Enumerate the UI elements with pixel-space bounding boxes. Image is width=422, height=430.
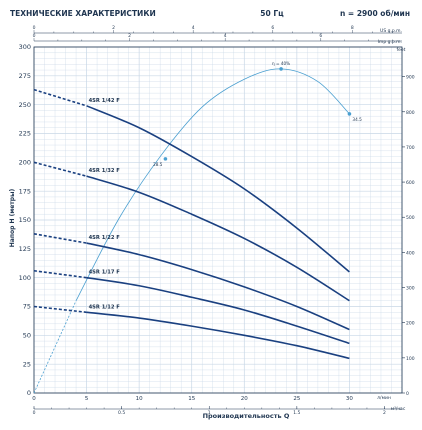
- x-axis-label: Производительность Q: [203, 412, 290, 420]
- y-tick-label: 50: [23, 332, 31, 340]
- x-tick-label: 0: [32, 396, 36, 402]
- y-tick-label: 225: [19, 130, 31, 138]
- top-tick-label-imp: 2: [128, 33, 131, 39]
- series-curve: [86, 105, 350, 273]
- y-tick-label: 25: [23, 360, 31, 368]
- x-tick-label-m3h: 0.5: [118, 410, 125, 416]
- series-curve-dashed: [33, 305, 87, 314]
- y-tick-label: 100: [19, 274, 31, 282]
- series-curve: [86, 311, 350, 360]
- x-tick-label-m3h: 1: [208, 410, 211, 416]
- x-tick-label: 30: [346, 396, 353, 402]
- efficiency-point-label: η = 40%: [272, 61, 290, 66]
- y-tick-label: 0: [27, 389, 31, 397]
- right-tick-label: 100: [406, 356, 415, 362]
- right-tick-label: 500: [406, 215, 415, 221]
- series-curve-dashed: [33, 88, 87, 107]
- chart-title: ТЕХНИЧЕСКИЕ ХАРАКТЕРИСТИКИ: [10, 9, 156, 18]
- series-curve: [86, 242, 350, 331]
- x-unit-m3h: м³/час: [391, 406, 406, 412]
- efficiency-curve: [75, 68, 350, 301]
- y-tick-label: 175: [19, 187, 31, 195]
- series-label: 4SR 1/32 F: [89, 168, 121, 174]
- speed-label: n = 2900 об/мин: [340, 9, 410, 18]
- y-tick-label: 150: [19, 216, 31, 224]
- top-tick-label-us: 8: [351, 25, 354, 31]
- top-tick-label-us: 2: [112, 25, 115, 31]
- right-axis-unit: feet: [397, 47, 406, 53]
- series-label: 4SR 1/12 F: [89, 304, 121, 310]
- efficiency-point: [279, 67, 283, 71]
- efficiency-curve-dashed: [33, 300, 77, 394]
- efficiency-curve-group: 28.5 η = 40% 34.5: [33, 61, 362, 394]
- efficiency-point-label: 28.5: [153, 162, 163, 167]
- series-label: 4SR 1/17 F: [89, 270, 121, 276]
- top-tick-label-us: 6: [271, 25, 274, 31]
- series-group: 4SR 1/42 F 4SR 1/32 F 4SR 1/22 F 4SR 1/17 F…: [33, 88, 350, 360]
- right-tick-label: 300: [406, 286, 415, 292]
- axes: 0255075100125150175200225250275300010020…: [19, 25, 415, 416]
- y-tick-label: 275: [19, 72, 31, 80]
- right-tick-label: 0: [406, 391, 409, 397]
- right-tick-label: 700: [406, 145, 415, 151]
- y-tick-label: 125: [19, 245, 31, 253]
- top-tick-label-imp: 0: [33, 33, 36, 39]
- x-tick-label: 25: [293, 396, 300, 402]
- right-tick-label: 800: [406, 110, 415, 116]
- y-tick-label: 250: [19, 101, 31, 109]
- y-tick-label: 75: [23, 303, 31, 311]
- x-tick-label: 10: [136, 396, 143, 402]
- series-label: 4SR 1/22 F: [89, 235, 121, 241]
- x-tick-label: 15: [188, 396, 195, 402]
- x-unit-lmin: л/мин: [377, 395, 391, 401]
- grid-lines: [33, 46, 403, 394]
- series-curve-dashed: [33, 161, 87, 177]
- x-tick-label-m3h: 0: [33, 410, 36, 416]
- series-curve-dashed: [33, 233, 87, 244]
- right-tick-label: 200: [406, 321, 415, 327]
- series-curve-dashed: [33, 269, 87, 279]
- top-tick-label-imp: 4: [224, 33, 227, 39]
- y-tick-label: 200: [19, 159, 31, 167]
- plot-frame: [33, 46, 403, 394]
- x-tick-label-m3h: 1.5: [293, 410, 300, 416]
- right-tick-label: 900: [406, 75, 415, 81]
- y-axis-label: Напор H (метры): [9, 189, 16, 248]
- top-tick-label-us: 4: [192, 25, 195, 31]
- series-curve: [86, 175, 350, 302]
- efficiency-point: [163, 157, 168, 161]
- right-tick-label: 600: [406, 180, 415, 186]
- frequency-label: 50 Гц: [260, 9, 284, 18]
- top-tick-label-us: 0: [33, 25, 36, 31]
- top-unit-imp: Imp g.p.m.: [378, 39, 402, 45]
- x-tick-label-m3h: 2: [383, 410, 386, 416]
- x-tick-label: 5: [85, 396, 89, 402]
- y-tick-label: 300: [19, 43, 31, 51]
- series-curve: [86, 276, 350, 345]
- series-label: 4SR 1/42 F: [89, 98, 121, 104]
- right-tick-label: 400: [406, 250, 415, 256]
- efficiency-point: [347, 112, 352, 116]
- efficiency-point-label: 34.5: [352, 117, 362, 122]
- top-unit-us: US g.p.m.: [380, 28, 402, 34]
- x-tick-label: 20: [241, 396, 248, 402]
- top-tick-label-imp: 6: [319, 33, 322, 39]
